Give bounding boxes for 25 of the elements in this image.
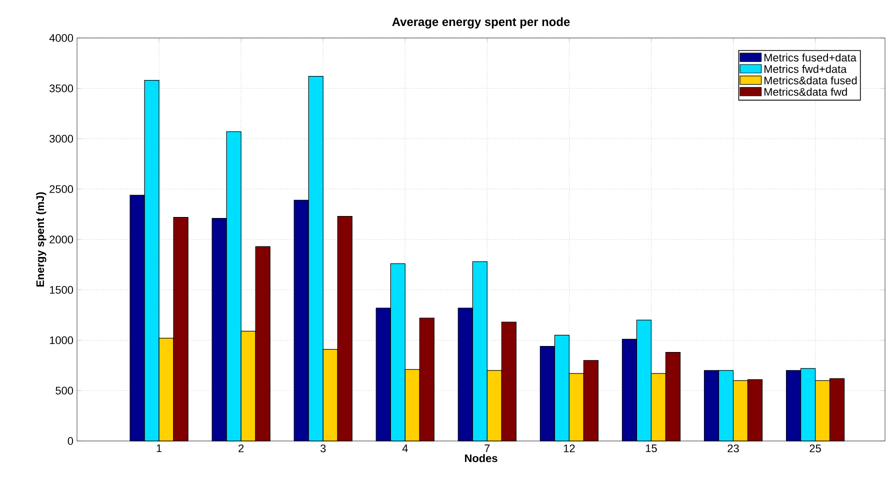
y-tick-label: 4000 bbox=[49, 34, 74, 42]
x-axis-title: Nodes bbox=[464, 454, 498, 462]
y-tick-label: 1000 bbox=[50, 336, 74, 344]
y-tick-label: 3000 bbox=[50, 134, 74, 143]
chart-title: Average energy spent per node bbox=[392, 17, 570, 28]
x-tick-label: 12 bbox=[564, 444, 575, 452]
x-tick-label: 2 bbox=[238, 444, 244, 452]
legend-label: Metrics&data fwd bbox=[764, 88, 847, 96]
x-tick-label: 25 bbox=[810, 444, 821, 452]
legend-label: Metrics fwd+data bbox=[764, 64, 847, 73]
x-tick-label: 1 bbox=[156, 444, 162, 452]
y-axis-title: Energy spent (mJ) bbox=[36, 192, 46, 287]
x-tick-label: 4 bbox=[402, 444, 408, 452]
legend-label: Metrics fused+data bbox=[764, 53, 856, 62]
x-tick-label: 23 bbox=[728, 444, 739, 452]
x-tick-label: 15 bbox=[646, 444, 657, 452]
x-tick-label: 3 bbox=[320, 444, 326, 452]
x-tick-label: 7 bbox=[484, 444, 490, 452]
y-tick-label: 1500 bbox=[50, 286, 74, 294]
y-tick-label: 0 bbox=[68, 437, 74, 445]
y-tick-label: 3500 bbox=[50, 84, 74, 92]
y-tick-label: 500 bbox=[56, 386, 74, 394]
y-tick-label: 2000 bbox=[50, 236, 74, 244]
legend-label: Metrics&data fused bbox=[764, 76, 857, 84]
y-tick-label: 2500 bbox=[50, 185, 74, 193]
